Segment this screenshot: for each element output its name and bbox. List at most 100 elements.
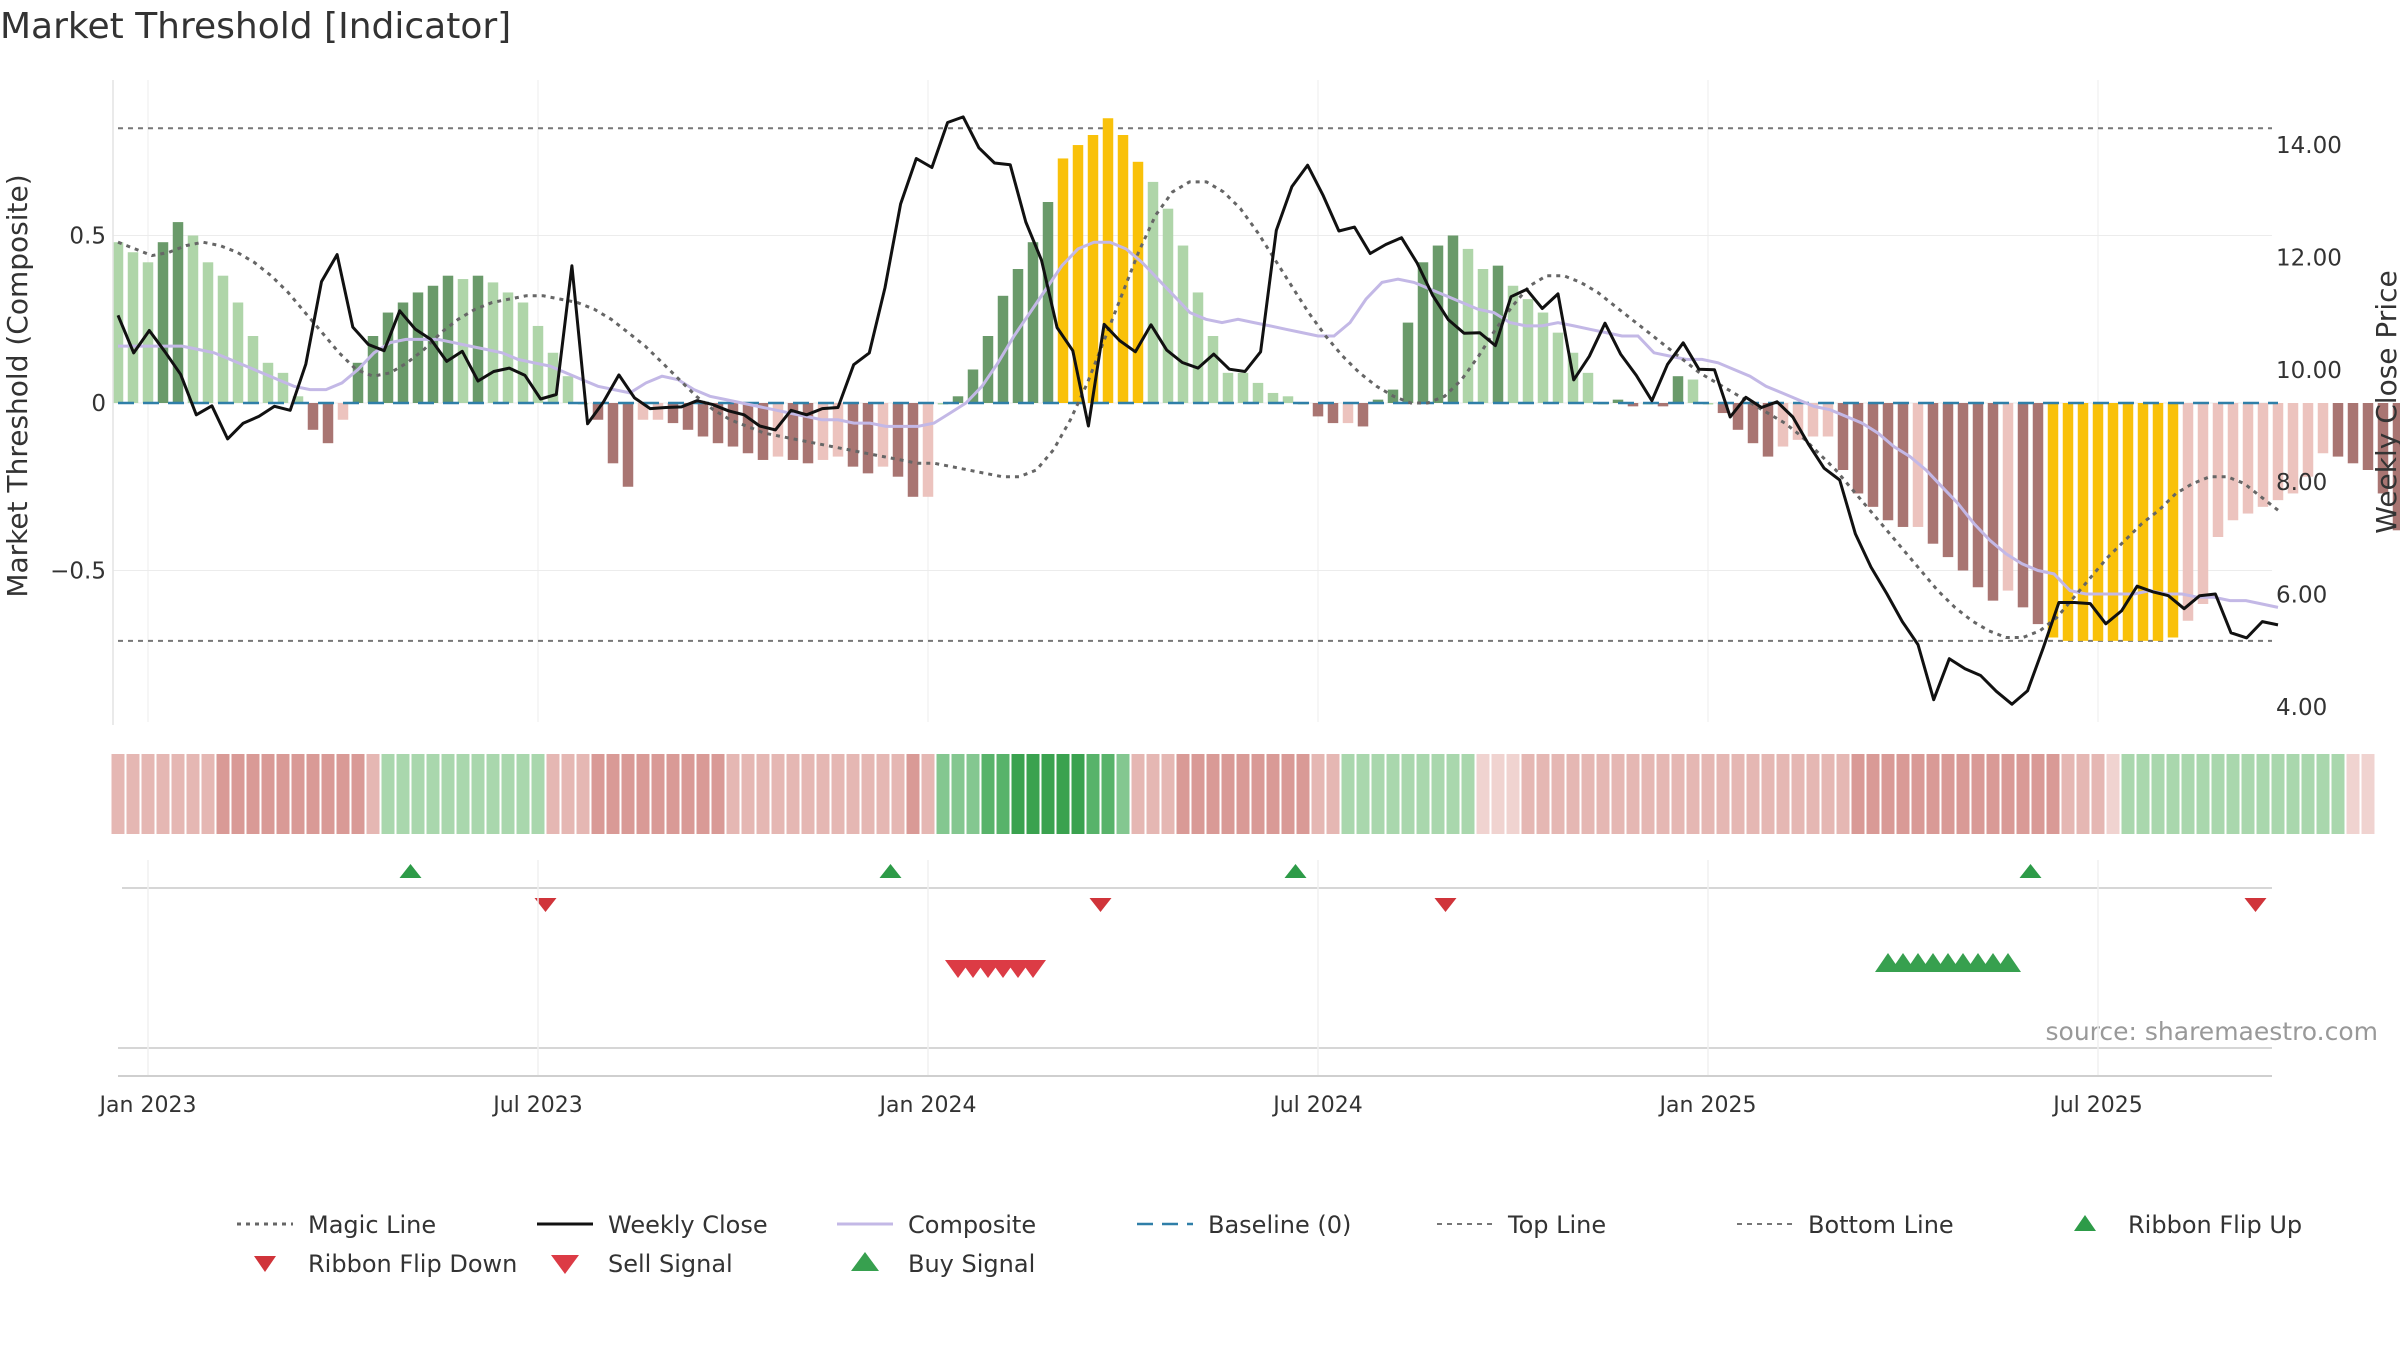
legend-swatch-sell bbox=[551, 1255, 579, 1274]
composite-bar bbox=[2302, 403, 2314, 477]
composite-bar bbox=[2077, 403, 2089, 641]
ribbon-cell bbox=[1521, 754, 1535, 834]
composite-bar bbox=[382, 312, 394, 403]
composite-bar bbox=[1732, 403, 1744, 430]
ribbon-cell bbox=[1041, 754, 1055, 834]
ribbon-cell bbox=[1551, 754, 1565, 834]
composite-bar bbox=[682, 403, 694, 430]
ribbon-cell bbox=[1371, 754, 1385, 834]
composite-bar bbox=[1462, 248, 1474, 403]
composite-bar bbox=[877, 403, 889, 467]
composite-bar bbox=[862, 403, 874, 474]
composite-bar bbox=[1432, 245, 1444, 403]
legend-label: Buy Signal bbox=[908, 1250, 1035, 1278]
ribbon-cell bbox=[1776, 754, 1790, 834]
composite-bar bbox=[277, 372, 289, 403]
ribbon-cell bbox=[1851, 754, 1865, 834]
composite-bar bbox=[1207, 336, 1219, 403]
composite-bar bbox=[1192, 292, 1204, 403]
composite-bar bbox=[172, 222, 184, 403]
composite-bar bbox=[907, 403, 919, 497]
composite-bar bbox=[952, 396, 964, 403]
composite-bar bbox=[2107, 403, 2119, 641]
ribbon-cell bbox=[2121, 754, 2135, 834]
composite-bar bbox=[127, 252, 139, 403]
composite-bar bbox=[1132, 161, 1144, 403]
composite-bar bbox=[1927, 403, 1939, 544]
ribbon-cell bbox=[1971, 754, 1985, 834]
composite-bar bbox=[322, 403, 334, 444]
right-tick-label: 4.00 bbox=[2276, 695, 2327, 721]
composite-bar bbox=[517, 302, 529, 403]
composite-bar bbox=[817, 403, 829, 460]
ribbon-cell bbox=[1011, 754, 1025, 834]
composite-bar bbox=[697, 403, 709, 437]
composite-bar bbox=[457, 279, 469, 403]
ribbon-cell bbox=[216, 754, 230, 834]
ribbon-cell bbox=[1536, 754, 1550, 834]
ribbon-cell bbox=[1131, 754, 1145, 834]
composite-bar bbox=[1312, 403, 1324, 417]
ribbon-cell bbox=[846, 754, 860, 834]
composite-bar bbox=[1837, 403, 1849, 470]
ribbon-cell bbox=[1056, 754, 1070, 834]
composite-bar bbox=[1972, 403, 1984, 588]
left-tick-label: −0.5 bbox=[50, 559, 106, 585]
ribbon-cell bbox=[1701, 754, 1715, 834]
composite-bar bbox=[2347, 403, 2359, 464]
reference-lines bbox=[118, 127, 2272, 642]
ribbon-cell bbox=[141, 754, 155, 834]
composite-bar bbox=[1747, 403, 1759, 444]
ribbon-cell bbox=[1821, 754, 1835, 834]
composite-bar bbox=[1687, 379, 1699, 403]
ribbon-cell bbox=[666, 754, 680, 834]
ribbon-cell bbox=[786, 754, 800, 834]
composite-bar bbox=[1447, 235, 1459, 403]
ribbon-cell bbox=[696, 754, 710, 834]
ribbon-cell bbox=[1296, 754, 1310, 834]
ribbon-cell bbox=[2211, 754, 2225, 834]
composite-bar bbox=[412, 292, 424, 403]
composite-bar bbox=[982, 336, 994, 403]
composite-bar bbox=[1672, 376, 1684, 403]
ribbon-cell bbox=[366, 754, 380, 834]
chart-title: Market Threshold [Indicator] bbox=[0, 6, 512, 47]
ribbon-cell bbox=[1236, 754, 1250, 834]
composite-bar bbox=[1942, 403, 1954, 558]
ribbon-cell bbox=[861, 754, 875, 834]
ribbon-cell bbox=[2016, 754, 2030, 834]
ribbon-cell bbox=[201, 754, 215, 834]
composite-bar bbox=[787, 403, 799, 460]
ribbon-flip-down-marker bbox=[534, 898, 557, 912]
ribbon-flip-up-marker bbox=[399, 864, 422, 878]
ribbon-cell bbox=[2241, 754, 2255, 834]
ribbon-cell bbox=[186, 754, 200, 834]
ribbon-cell bbox=[1626, 754, 1640, 834]
composite-bar bbox=[1012, 269, 1024, 403]
ribbon-cell bbox=[2256, 754, 2270, 834]
ribbon-cell bbox=[1926, 754, 1940, 834]
composite-bar bbox=[1222, 372, 1234, 403]
ribbon-cell bbox=[2331, 754, 2345, 834]
ribbon-cell bbox=[246, 754, 260, 834]
ribbon-cell bbox=[1611, 754, 1625, 834]
ribbon-cell bbox=[1671, 754, 1685, 834]
x-tick-label: Jul 2023 bbox=[491, 1093, 583, 1118]
ribbon-cell bbox=[876, 754, 890, 834]
composite-bar bbox=[742, 403, 754, 454]
ribbon-cell bbox=[1146, 754, 1160, 834]
composite-bar bbox=[712, 403, 724, 444]
ribbon-cell bbox=[2151, 754, 2165, 834]
x-tick-label: Jan 2024 bbox=[878, 1093, 977, 1118]
ribbon-cell bbox=[2031, 754, 2045, 834]
ribbon-cell bbox=[711, 754, 725, 834]
composite-bar bbox=[1507, 285, 1519, 403]
composite-bar bbox=[1027, 242, 1039, 403]
ribbon-cell bbox=[1281, 754, 1295, 834]
composite-bar bbox=[757, 403, 769, 460]
composite-bar bbox=[262, 362, 274, 403]
right-tick-label: 10.00 bbox=[2276, 358, 2342, 384]
ribbon-cell bbox=[1716, 754, 1730, 834]
ribbon-cell bbox=[1881, 754, 1895, 834]
